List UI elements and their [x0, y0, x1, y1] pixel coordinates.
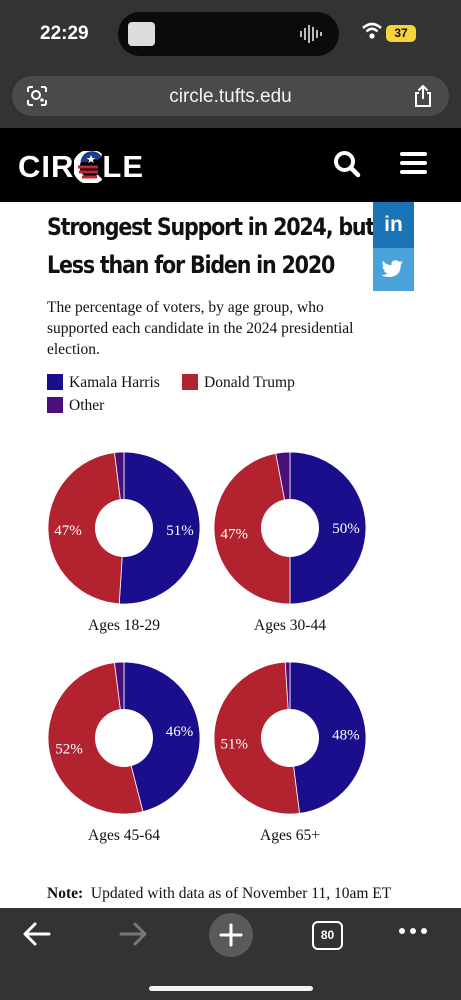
value-label-ages-65-donald-trump: 51% [220, 736, 248, 752]
linkedin-icon: in [384, 213, 403, 236]
forward-arrow-icon[interactable] [118, 921, 148, 947]
value-label-ages-45-64-donald-trump: 52% [55, 741, 83, 757]
chart-label-ages-18-29: Ages 18-29 [88, 617, 160, 634]
value-label-ages-30-44-kamala-harris: 50% [332, 521, 360, 537]
home-indicator [149, 986, 313, 991]
dynamic-island[interactable] [118, 12, 339, 56]
back-arrow-icon[interactable] [22, 921, 52, 947]
slice-ages-45-64-kamala-harris[interactable] [123, 661, 201, 813]
chart-subtitle: The percentage of voters, by age group, … [47, 299, 354, 358]
donut-hole [95, 499, 153, 557]
twitter-bird-icon [381, 260, 403, 277]
audio-wave-icon [300, 25, 322, 43]
circle-logo[interactable]: CIR LE [18, 145, 144, 185]
legend-label-other: Other [69, 397, 105, 414]
address-bar[interactable]: circle.tufts.edu [12, 76, 449, 116]
chart-label-ages-30-44: Ages 30-44 [254, 617, 326, 634]
donut-charts: 51% 47% Ages 18-29 50% 47% Ages 30-44 46% 52% Ag… [47, 451, 367, 844]
article-content: Strongest Support in 2024, but Less than… [0, 202, 461, 908]
lens-icon[interactable] [26, 85, 48, 107]
linkedin-share-button[interactable]: in [373, 202, 414, 248]
legend-swatch-harris [47, 374, 63, 390]
slice-ages-18-29-donald-trump[interactable] [47, 452, 125, 605]
browser-bottom-bar: 80 [0, 908, 461, 1000]
share-icon[interactable] [413, 84, 433, 108]
value-label-ages-45-64-kamala-harris: 46% [166, 724, 194, 740]
legend-item-harris: Kamala Harris [47, 372, 160, 394]
status-time: 22:29 [40, 23, 89, 44]
slice-ages-30-44-donald-trump[interactable] [213, 452, 291, 605]
note-label: Note: [47, 885, 84, 902]
note-text: Updated with data as of November 11, 10a… [90, 885, 392, 902]
legend-item-trump: Donald Trump [182, 372, 295, 394]
slice-ages-65-kamala-harris[interactable] [289, 661, 367, 814]
url-text[interactable]: circle.tufts.edu [169, 86, 292, 107]
logo-flag-c-icon [73, 149, 103, 185]
site-header: CIR LE [0, 128, 461, 202]
chart-title-line-1: Strongest Support in 2024, but [47, 213, 375, 241]
value-label-ages-30-44-donald-trump: 47% [220, 526, 248, 542]
logo-text-right: LE [102, 148, 145, 184]
logo-text-left: CIR [18, 148, 75, 184]
battery-indicator: 37 [386, 25, 416, 42]
tab-switcher-button[interactable]: 80 [312, 921, 343, 950]
wifi-icon [362, 22, 382, 39]
chart-title-line-2: Less than for Biden in 2020 [47, 251, 335, 279]
slice-ages-65-donald-trump[interactable] [213, 661, 300, 815]
browser-toolbar: circle.tufts.edu [0, 72, 461, 128]
value-label-ages-18-29-kamala-harris: 51% [166, 523, 194, 539]
more-options-icon[interactable] [398, 926, 428, 936]
plus-icon [219, 923, 243, 947]
legend-swatch-other [47, 397, 63, 413]
new-tab-button[interactable] [209, 913, 253, 957]
twitter-share-button[interactable] [373, 248, 414, 291]
donut-hole [261, 709, 319, 767]
media-thumbnail [128, 22, 155, 46]
legend-item-other: Other [47, 395, 104, 417]
chart-title: Strongest Support in 2024, but Less than… [47, 208, 375, 284]
search-icon[interactable] [333, 150, 361, 178]
hamburger-menu-icon[interactable] [400, 152, 427, 174]
slice-ages-18-29-kamala-harris[interactable] [118, 451, 201, 605]
value-label-ages-65-kamala-harris: 48% [332, 727, 360, 743]
donut-hole [95, 709, 153, 767]
chart-label-ages-45-64: Ages 45-64 [88, 827, 160, 844]
status-bar: 22:29 37 [0, 0, 461, 72]
chart-note: Note: Updated with data as of November 1… [47, 885, 391, 903]
slice-ages-30-44-kamala-harris[interactable] [289, 451, 367, 605]
legend-label-harris: Kamala Harris [69, 374, 160, 391]
legend-swatch-trump [182, 374, 198, 390]
donut-hole [261, 499, 319, 557]
value-label-ages-18-29-donald-trump: 47% [54, 523, 82, 539]
chart-label-ages-65: Ages 65+ [260, 827, 320, 844]
legend-label-trump: Donald Trump [204, 374, 295, 391]
